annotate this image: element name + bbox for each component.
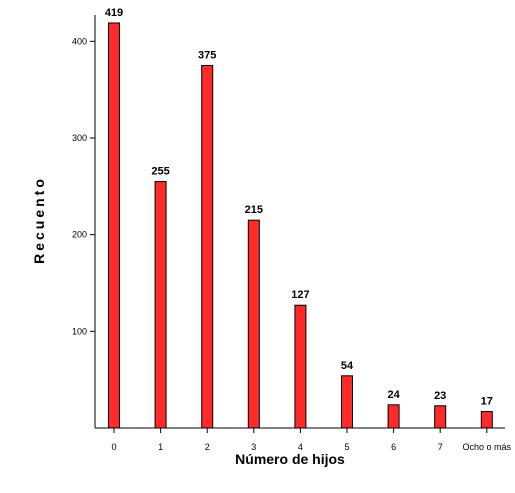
bar-0 [108,22,120,429]
x-tick-label-0: 0 [111,442,116,452]
data-label-4: 127 [291,289,309,301]
x-tick-label-6: 6 [391,442,396,452]
bar-4 [294,304,307,429]
data-label-7: 23 [434,390,446,402]
x-tick-label-2: 2 [205,442,210,452]
x-tick-label-1: 1 [158,442,163,452]
bar-5 [341,375,353,429]
x-tick-label-4: 4 [298,442,303,452]
plot-area: 100 200 300 400 0 419 1 255 2 375 3 215 4 127 5 54 6 24 7 2… [72,7,512,452]
x-tick-label-3: 3 [251,442,256,452]
bar-3 [247,219,260,429]
bar-2 [201,65,214,429]
data-label-3: 215 [245,204,263,216]
y-tick-label-200: 200 [72,230,87,240]
bar-1 [154,181,167,429]
bar-6 [387,404,400,429]
data-label-5: 54 [341,360,354,372]
x-tick-label-5: 5 [344,442,349,452]
data-label-1: 255 [151,166,169,178]
bar-7 [434,405,447,429]
bar-8 [480,411,493,429]
data-label-6: 24 [387,389,400,401]
y-tick-label-100: 100 [72,326,87,336]
y-axis-title: Recuento [31,176,47,264]
data-label-8: 17 [481,396,493,408]
data-label-2: 375 [198,50,216,62]
x-axis-title: Número de hijos [235,451,345,467]
y-tick-label-300: 300 [72,133,87,143]
x-tick-label-7: 7 [438,442,443,452]
data-label-0: 419 [105,7,123,19]
x-tick-label-8: Ocho o más [463,442,512,452]
y-tick-label-400: 400 [72,36,87,46]
